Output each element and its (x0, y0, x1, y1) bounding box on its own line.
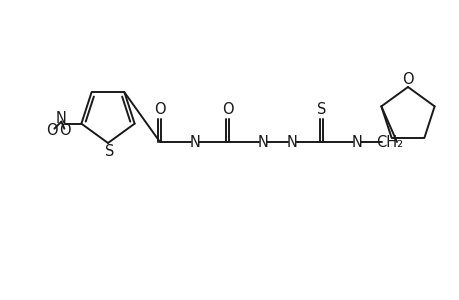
Text: N: N (56, 111, 67, 126)
Text: CH₂: CH₂ (375, 134, 403, 149)
Text: O: O (59, 123, 71, 138)
Text: S: S (105, 143, 114, 158)
Text: N: N (257, 134, 268, 149)
Text: N: N (351, 134, 362, 149)
Text: O: O (222, 101, 233, 116)
Text: O: O (401, 71, 413, 86)
Text: N: N (286, 134, 297, 149)
Text: O: O (154, 101, 165, 116)
Text: N: N (189, 134, 200, 149)
Text: O: O (46, 123, 58, 138)
Text: S: S (317, 101, 326, 116)
